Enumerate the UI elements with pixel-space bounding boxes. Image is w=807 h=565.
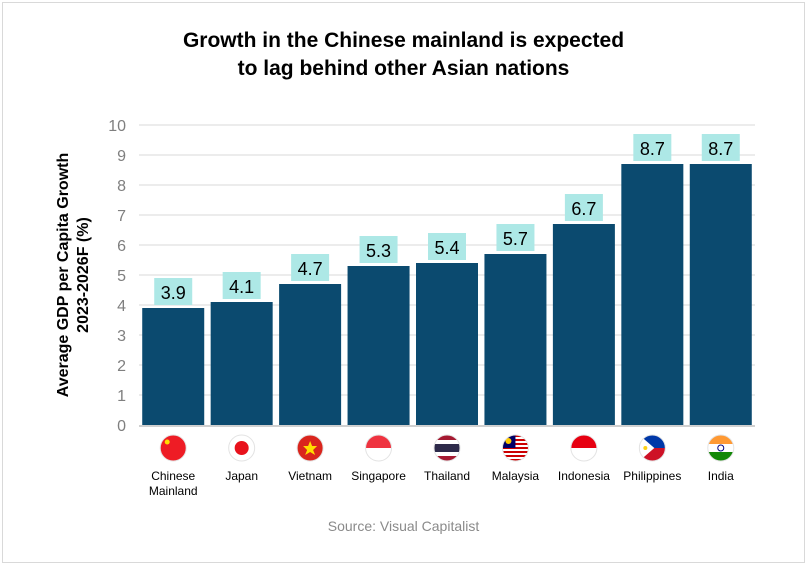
x-tick-label: Mainland [149,484,198,498]
source-note: Source: Visual Capitalist [327,518,480,534]
x-tick-label: Chinese [151,469,195,483]
y-tick-label: 1 [117,388,126,405]
data-label: 4.7 [298,259,323,279]
bar [347,266,410,425]
title-line-2: to lag behind other Asian nations [237,57,570,80]
data-label: 3.9 [161,283,186,303]
china-flag-icon [159,434,187,462]
bar [552,224,615,425]
y-tick-label: 4 [117,298,126,315]
x-tick-label: Vietnam [288,469,332,483]
data-label-bg [359,236,398,263]
x-tick-label: Philippines [623,469,681,483]
x-tick-label: Indonesia [558,469,610,483]
thailand-flag-icon [433,434,461,462]
bar [689,164,752,425]
data-label: 4.1 [229,277,254,297]
data-label: 5.4 [434,238,459,258]
data-label-bg [291,254,330,281]
bar [279,284,342,425]
data-label-bg [564,194,603,221]
y-tick-label: 5 [117,268,126,285]
y-tick-label: 6 [117,238,126,255]
data-label-bg [154,278,193,305]
x-tick-label: Thailand [424,469,470,483]
y-tick-label: 2 [117,358,126,375]
malaysia-flag-icon [501,434,529,462]
data-label-bg [633,134,672,161]
indonesia-flag-icon [570,434,598,462]
data-label: 8.7 [640,139,665,159]
y-tick-label: 3 [117,328,126,345]
data-label: 6.7 [571,199,596,219]
data-label-bg [701,134,740,161]
y-tick-label: 0 [117,418,126,435]
bar [484,254,547,425]
data-label-bg [222,272,261,299]
x-tick-label: Malaysia [492,469,540,483]
x-tick-label: Japan [225,469,258,483]
x-tick-label: India [708,469,734,483]
philippines-flag-icon [638,434,666,462]
bar [210,302,273,425]
y-tick-label: 10 [108,118,126,135]
data-label: 5.3 [366,241,391,261]
y-tick-label: 9 [117,148,126,165]
japan-flag-icon [228,434,256,462]
y-tick-label: 8 [117,178,126,195]
data-label-bg [496,224,535,251]
x-tick-label: Singapore [351,469,406,483]
bar [621,164,684,425]
title-line-1: Growth in the Chinese mainland is expect… [182,29,625,52]
bar [416,263,478,425]
y-tick-label: 7 [117,208,126,225]
data-label: 5.7 [503,229,528,249]
data-label-bg [428,233,466,260]
bar [142,308,205,425]
data-label: 8.7 [708,139,733,159]
india-flag-icon [707,434,735,462]
singapore-flag-icon [365,434,393,462]
vietnam-flag-icon [296,434,324,462]
chart-title: Growth in the Chinese mainland is expect… [0,27,807,83]
